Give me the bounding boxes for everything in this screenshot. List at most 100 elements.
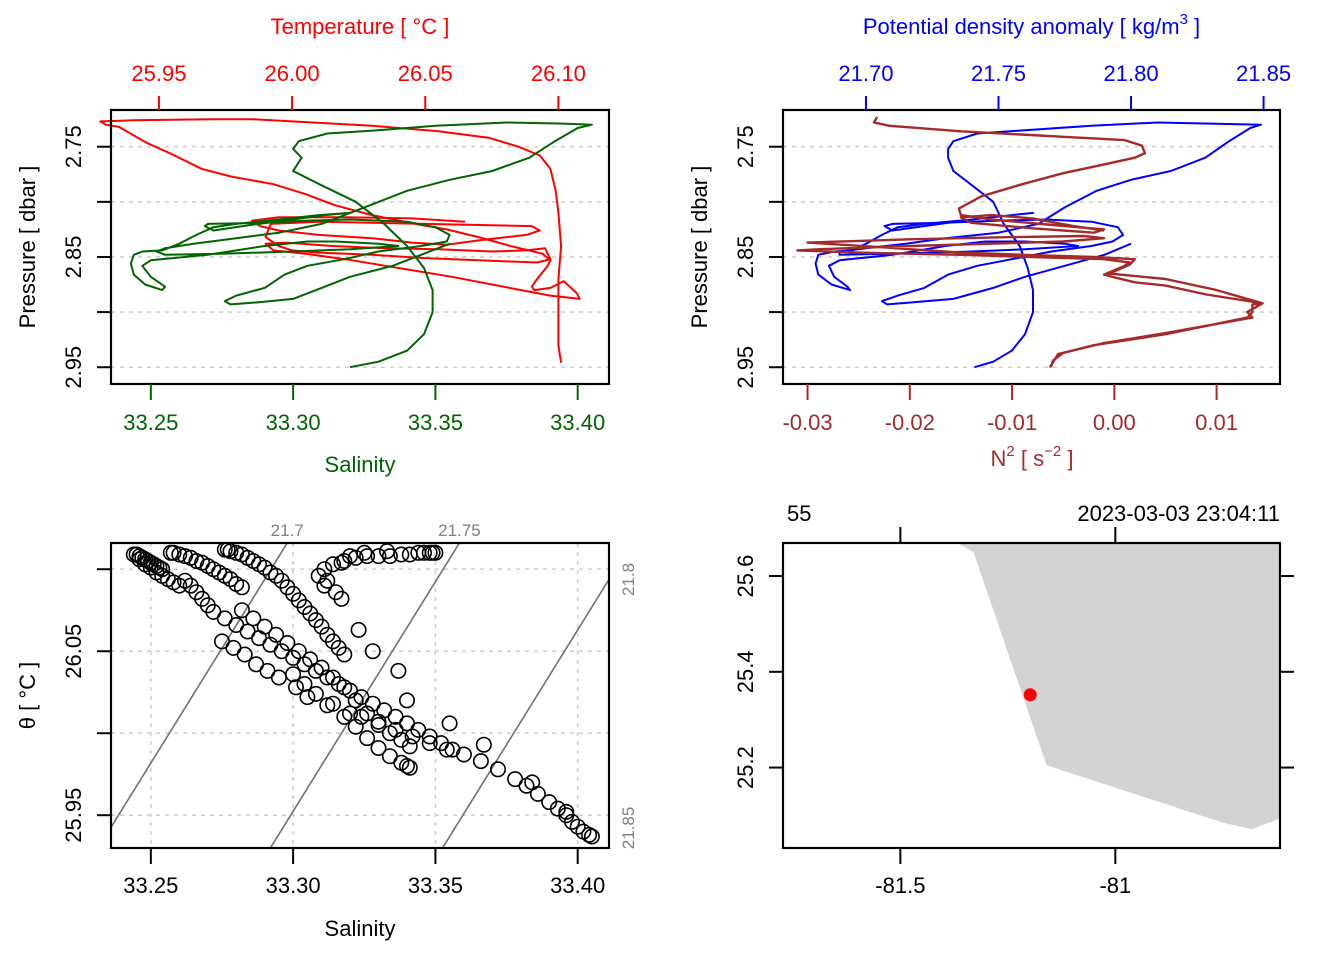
data-point: [401, 759, 418, 776]
data-point: [359, 548, 376, 565]
data-point: [333, 554, 350, 571]
panel-density-profile: 21.70 21.75 21.80 21.85 Potential density an…: [687, 11, 1291, 471]
series-n2-upper: [872, 116, 1147, 234]
data-point: [290, 643, 307, 660]
isopycnal-line: [269, 543, 461, 848]
data-point: [268, 567, 285, 584]
series-temperature: [99, 118, 581, 363]
tick-label-n2: 0.01: [1195, 410, 1238, 435]
tick-label-latitude: 25.6: [733, 555, 758, 598]
tick-label-n2: 0.00: [1093, 410, 1136, 435]
tick-label-longitude: -81: [1099, 873, 1131, 898]
data-point: [563, 813, 580, 830]
data-point: [398, 692, 415, 709]
data-point: [472, 753, 489, 770]
land-polygon: [957, 543, 1280, 830]
data-point: [171, 577, 188, 594]
tick-label-density: 21.70: [838, 61, 893, 86]
axis-title-n2-n: N: [991, 446, 1007, 471]
data-point: [475, 736, 492, 753]
data-point: [401, 738, 418, 755]
data-point: [177, 572, 194, 589]
tick-label-latitude: 25.2: [733, 746, 758, 789]
data-point: [256, 618, 273, 635]
isopycnal-line: [441, 577, 609, 848]
data-point: [313, 618, 330, 635]
tick-label-salinity: 33.40: [550, 873, 605, 898]
data-point: [370, 739, 387, 756]
data-point: [438, 741, 455, 758]
tick-label-density: 21.85: [1236, 61, 1291, 86]
tick-label-latitude: 25.4: [733, 650, 758, 693]
plot-frame: [109, 541, 611, 850]
station-marker: [1023, 688, 1037, 702]
data-point: [324, 556, 341, 573]
data-point: [336, 679, 353, 696]
tick-label-theta: 26.05: [61, 624, 86, 679]
isopycnal-line: [564, 461, 855, 930]
data-point: [441, 715, 458, 732]
axis-title-theta: θ [ °C ]: [15, 662, 40, 729]
axis-title-pressure: Pressure [ dbar ]: [687, 166, 712, 329]
axis-title-n2-end: ]: [1061, 446, 1073, 471]
data-point: [581, 826, 598, 843]
data-point: [279, 634, 296, 651]
tick-label-pressure: 2.85: [733, 236, 758, 279]
data-point: [245, 610, 262, 627]
tick-label-pressure: 2.75: [61, 125, 86, 168]
data-point: [336, 552, 353, 569]
map-timestamp: 2023-03-03 23:04:11: [1077, 501, 1280, 526]
plot-frame: [781, 108, 1282, 386]
data-point: [233, 579, 250, 596]
data-point: [569, 818, 586, 835]
tick-label-pressure: 2.95: [733, 346, 758, 389]
tick-label-salinity: 33.35: [408, 873, 463, 898]
axis-title-n2: N2 [ s−2 ]: [991, 443, 1074, 471]
data-point: [285, 666, 302, 683]
axis-title-n2-ssup: −2: [1044, 443, 1061, 460]
data-point: [583, 828, 600, 845]
data-point: [256, 559, 273, 576]
data-point: [270, 669, 287, 686]
series-n2: [796, 234, 1264, 368]
tick-label-salinity: 33.25: [123, 873, 178, 898]
axis-title-pressure: Pressure [ dbar ]: [15, 166, 40, 329]
tick-label-n2: -0.01: [987, 410, 1037, 435]
isopycnals: [111, 461, 855, 930]
data-point: [142, 559, 159, 576]
panel-ts-diagram: 21.7 21.75 21.8 21.85 33.25 33.30 33.35 33.40 Sa…: [15, 461, 855, 941]
isopycnal-label: 21.85: [619, 807, 638, 850]
data-point: [398, 757, 415, 774]
axis-title-density-end: ]: [1188, 14, 1200, 39]
data-point: [558, 803, 575, 820]
data-point: [233, 602, 250, 619]
data-point: [299, 689, 316, 706]
data-point: [347, 692, 364, 709]
data-point: [364, 643, 381, 660]
data-point: [268, 626, 285, 643]
tick-label-pressure: 2.95: [61, 346, 86, 389]
map-station-label: 55: [787, 501, 811, 526]
tick-label-salinity: 33.25: [123, 410, 178, 435]
isopycnal-label: 21.75: [438, 521, 481, 540]
series-salinity: [129, 121, 593, 369]
data-point: [307, 685, 324, 702]
axis-title-density-main: Potential density anomaly [ kg/m: [863, 14, 1180, 39]
axis-title-salinity: Salinity: [325, 916, 396, 941]
isopycnal-label: 21.7: [271, 521, 304, 540]
plot-frame: [109, 108, 611, 386]
data-point: [415, 544, 432, 561]
tick-label-pressure: 2.75: [733, 125, 758, 168]
isopycnal-line: [111, 543, 289, 829]
tick-label-salinity: 33.30: [266, 873, 321, 898]
axis-title-n2-mid: [ s: [1015, 446, 1044, 471]
axis-title-temperature: Temperature [ °C ]: [271, 14, 450, 39]
tick-label-n2: -0.02: [885, 410, 935, 435]
data-point: [219, 543, 236, 558]
data-point: [324, 669, 341, 686]
axis-title-salinity: Salinity: [325, 452, 396, 477]
data-point: [296, 675, 313, 692]
data-point: [427, 544, 444, 561]
data-point: [324, 695, 341, 712]
